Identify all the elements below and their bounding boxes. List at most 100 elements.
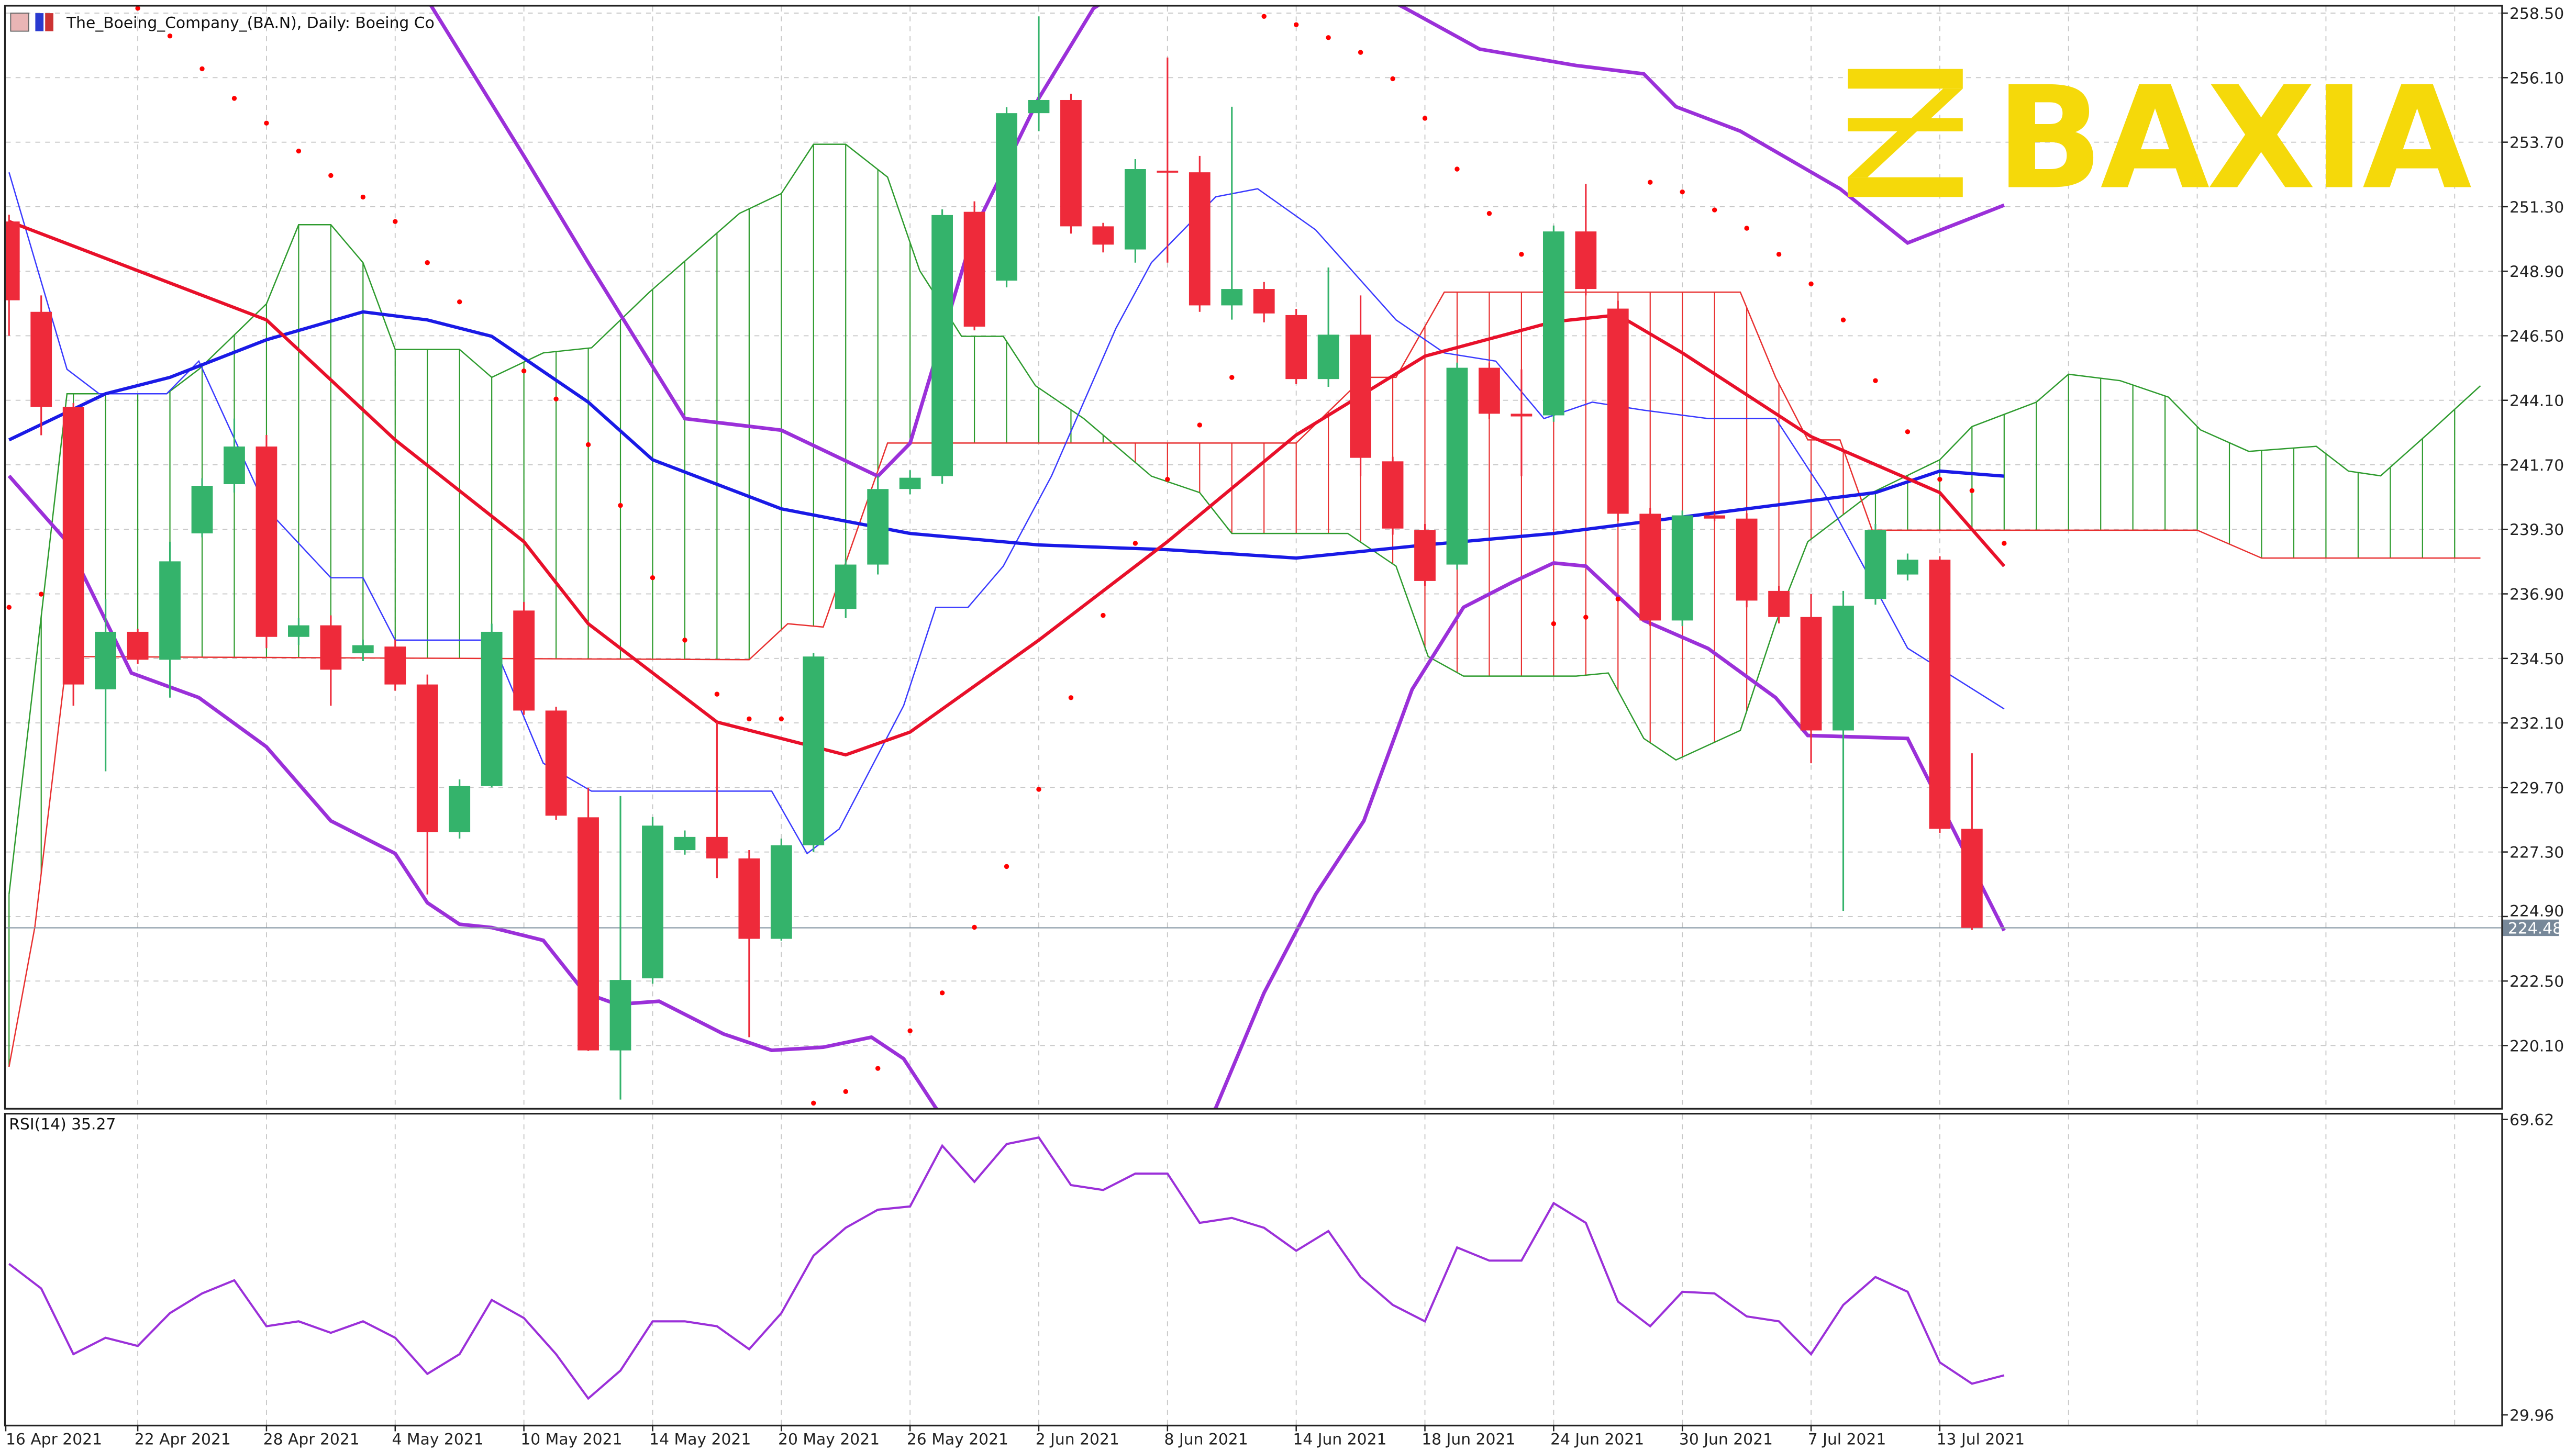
x-tick-label: 26 May 2021: [907, 1430, 1008, 1448]
chart-title: The_Boeing_Company_(BA.N), Daily: Boeing…: [66, 14, 435, 32]
candle-bearish: [1607, 300, 1629, 521]
candle-bullish: [803, 653, 825, 852]
candle-bullish: [1864, 523, 1886, 605]
candle-bearish: [416, 674, 438, 895]
candle-body: [1768, 590, 1790, 617]
sar-dot: [1422, 116, 1428, 121]
bollinger-lower-line: [7, 474, 2006, 1108]
candle-bearish: [1060, 94, 1082, 234]
sar-dot: [1486, 211, 1492, 216]
candle-body: [1833, 606, 1854, 731]
sar-dot: [1680, 189, 1685, 195]
candle-bearish: [1189, 155, 1211, 312]
candle-bullish: [674, 830, 696, 855]
candle-bearish: [1736, 513, 1758, 608]
sar-dot: [425, 260, 430, 265]
candle-bullish: [95, 599, 117, 772]
candle-body: [1317, 334, 1339, 380]
sar-dot: [1229, 375, 1235, 380]
sar-dot: [1744, 226, 1749, 231]
candle-bearish: [256, 434, 277, 649]
x-tick-label: 4 May 2021: [392, 1430, 484, 1448]
sar-dot: [779, 716, 784, 722]
sar-dot: [296, 148, 302, 154]
baxia-logo: BAXIA: [1848, 56, 2473, 220]
candle-body: [1221, 289, 1243, 306]
sar-dot: [1808, 281, 1814, 287]
candle-bearish: [1382, 456, 1404, 535]
x-tick-label: 14 Jun 2021: [1293, 1430, 1386, 1448]
candle-body: [545, 710, 567, 816]
moving-average-slow-line: [8, 310, 2005, 560]
candle-body: [1800, 617, 1822, 731]
candle-body: [1575, 231, 1597, 289]
candle-bearish: [62, 403, 84, 706]
candle-body: [642, 825, 663, 979]
baxia-logo-text: BAXIA: [1996, 56, 2473, 220]
sar-dot: [264, 120, 269, 126]
sar-dot: [682, 638, 687, 643]
candle-bullish: [1317, 267, 1339, 387]
candle-body: [191, 486, 213, 533]
candle-body: [1189, 172, 1211, 306]
y-tick-label: 241.70: [2510, 456, 2564, 475]
sar-dot: [1551, 621, 1557, 627]
candle-bearish: [578, 787, 599, 1051]
candle-bullish: [1671, 510, 1693, 627]
sar-dot: [811, 1100, 816, 1106]
candle-body: [320, 625, 342, 670]
candle-body: [1157, 171, 1179, 173]
candle-body: [288, 625, 309, 637]
sar-dot: [360, 194, 366, 200]
sar-dot: [1101, 612, 1106, 618]
y-tick-label: 220.10: [2510, 1037, 2564, 1055]
rsi-line: [8, 1136, 2005, 1400]
sar-dot: [747, 716, 752, 722]
candle-body: [1414, 530, 1436, 581]
chart-window-icon: [10, 13, 29, 32]
candle-bearish: [1575, 184, 1597, 296]
candle-bullish: [1542, 225, 1564, 422]
rsi-panel: [8, 1136, 2005, 1400]
candle-bearish: [1479, 362, 1500, 419]
sar-dot: [1840, 317, 1846, 322]
sar-dot: [1261, 14, 1267, 19]
candle-body: [449, 786, 471, 832]
candle-body: [835, 564, 857, 609]
candle-body: [1671, 515, 1693, 621]
candle-bearish: [1350, 295, 1371, 476]
rsi-pane-frame: [4, 1113, 2503, 1426]
sar-dot: [521, 369, 527, 374]
candle-bullish: [481, 623, 503, 788]
candle-bullish: [642, 817, 663, 984]
candle-bearish: [320, 615, 342, 706]
candle-body: [127, 631, 149, 660]
y-tick-label: 234.50: [2510, 650, 2564, 668]
sar-dot: [1358, 50, 1363, 55]
candle-bearish: [1639, 508, 1661, 627]
candle-bearish: [30, 295, 52, 436]
rsi-label: RSI(14) 35.27: [9, 1115, 116, 1133]
current-price-tag-text: 224.48: [2508, 919, 2562, 937]
sar-dot: [1615, 596, 1620, 602]
sar-dot: [167, 34, 173, 39]
sar-dot: [2002, 541, 2007, 546]
candle-bearish: [1157, 57, 1179, 263]
candle-bullish: [1897, 553, 1918, 581]
sar-dot: [650, 575, 656, 581]
tenkan-sen-line: [8, 172, 2005, 855]
x-tick-label: 24 Jun 2021: [1550, 1430, 1644, 1448]
candles: [5, 16, 1983, 1100]
candle-bearish: [1414, 523, 1436, 586]
candle-bearish: [1253, 282, 1275, 322]
candle-body: [1639, 514, 1661, 621]
sar-dot: [907, 1028, 913, 1033]
candle-bearish: [1092, 222, 1114, 253]
x-tick-label: 7 Jul 2021: [1808, 1430, 1886, 1448]
moving-average-fast-line: [8, 220, 2006, 757]
candle-bearish: [1511, 369, 1533, 476]
candle-body: [706, 836, 728, 858]
sar-dot: [6, 605, 12, 610]
sar-dot: [972, 924, 977, 930]
